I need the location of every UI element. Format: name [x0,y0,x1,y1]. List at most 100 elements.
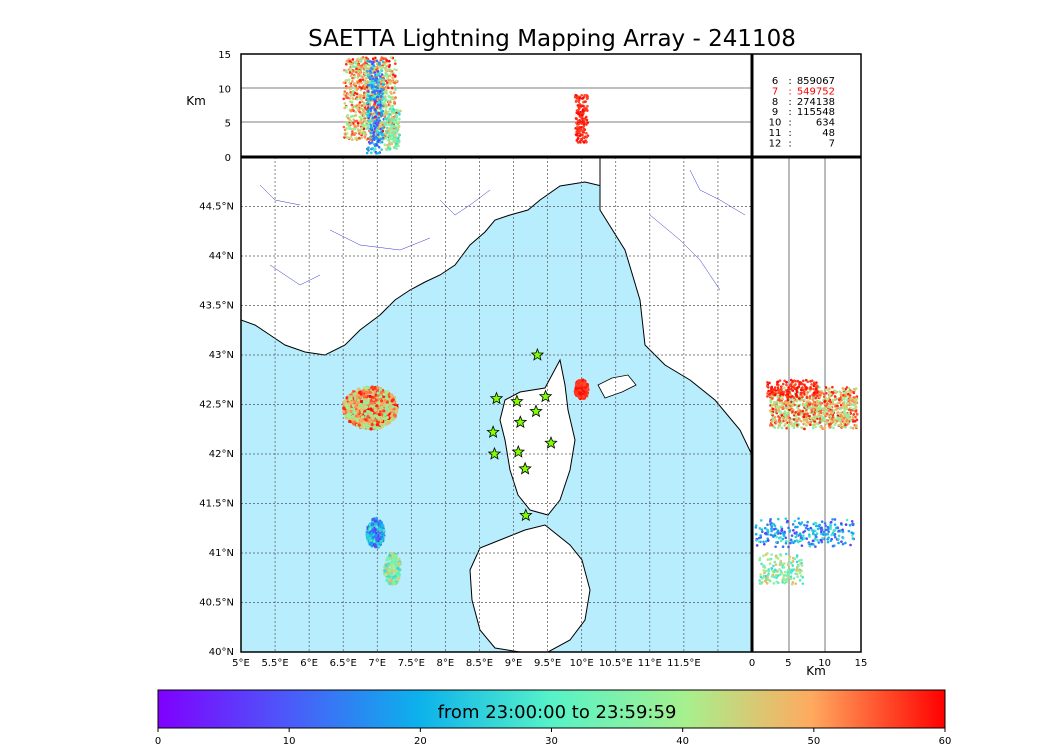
lightning-source-point [366,426,370,430]
lightning-altitude-point [346,96,350,100]
lightning-altitude-point [829,521,833,524]
lightning-altitude-point [364,72,367,76]
lightning-source-point [379,399,384,403]
lightning-altitude-point [791,403,794,407]
lightning-altitude-point [767,389,770,393]
lightning-altitude-point [585,123,588,126]
lightning-altitude-point [786,414,790,418]
lightning-altitude-point [819,401,822,405]
lightning-altitude-point [362,75,365,78]
lightning-altitude-point [375,74,379,77]
lightning-altitude-point [843,425,847,429]
station-star-icon [511,444,526,458]
lightning-source-point [384,572,388,577]
lightning-altitude-point [365,108,368,111]
lightning-altitude-point [351,138,354,141]
lightning-altitude-point [370,84,374,87]
lightning-altitude-point [346,93,350,96]
lightning-source-point [376,391,380,395]
lightning-altitude-point [783,386,786,390]
lightning-altitude-point [379,103,382,107]
lightning-altitude-point [828,387,831,390]
lightning-altitude-point [385,126,389,130]
lightning-altitude-point [841,536,845,540]
lightning-altitude-point [823,402,827,406]
lightning-altitude-point [390,86,394,90]
lightning-source-point [365,401,369,405]
lightning-altitude-point [851,534,854,537]
lightning-altitude-point [781,545,785,549]
lightning-source-point [394,554,398,558]
lightning-altitude-point [829,415,833,418]
lightning-altitude-point [351,130,354,133]
legend-station-number: 12 [769,138,782,149]
lightning-altitude-point [393,85,397,89]
lightning-altitude-point [391,134,395,137]
lightning-altitude-point [394,138,398,142]
legend-source-count: 274138 [797,97,835,108]
lightning-source-point [352,399,357,404]
lightning-altitude-point [848,416,851,420]
lightning-altitude-point [839,420,843,424]
map-x-tick-label: 5.5°E [261,658,288,669]
lightning-altitude-point [366,114,370,117]
lightning-altitude-point [771,420,774,423]
frame-border [240,53,862,653]
lightning-altitude-point [787,526,790,530]
lightning-altitude-point [771,392,775,396]
lightning-source-point [369,534,373,538]
lightning-altitude-point [779,561,782,565]
lightning-altitude-point [784,541,788,545]
lightning-altitude-point [393,74,397,78]
lightning-altitude-point [377,145,381,149]
lightning-altitude-point [807,528,811,532]
lightning-altitude-point [798,579,802,582]
lightning-altitude-point [826,397,830,401]
lightning-altitude-point [770,567,773,570]
lightning-altitude-point [824,386,828,389]
lightning-source-point [355,394,359,398]
map-x-tick-label: 11°E [638,658,662,669]
lightning-altitude-point [771,407,775,411]
lightning-altitude-point [838,411,842,415]
lightning-altitude-point [364,66,367,70]
map-y-tick-label: 40.5°N [199,598,234,609]
lightning-altitude-point [836,416,839,419]
lightning-altitude-point [379,141,382,144]
lightning-altitude-point [770,575,774,578]
lightning-source-point [583,385,588,390]
lightning-altitude-point [348,125,351,128]
lightning-altitude-point [378,119,381,122]
lightning-altitude-point [372,85,376,89]
lightning-altitude-point [357,132,361,135]
lightning-altitude-point [353,75,357,78]
lightning-altitude-point [379,132,382,136]
lightning-altitude-point [376,133,380,137]
colorbar-label: from 23:00:00 to 23:59:59 [438,702,677,723]
lightning-altitude-point [795,417,799,421]
lightning-altitude-point [798,381,801,385]
lightning-altitude-point [829,539,833,543]
lightning-altitude-point [836,414,840,417]
lightning-altitude-point [393,146,397,150]
lightning-altitude-point [814,396,818,400]
lightning-source-point [365,405,369,409]
lightning-altitude-point [353,124,356,127]
lightning-altitude-point [837,537,840,541]
lightning-altitude-point [849,419,853,422]
lightning-source-point [387,421,391,425]
lightning-altitude-point [378,71,382,75]
lightning-altitude-point [585,135,589,139]
lightning-altitude-point [793,539,797,543]
lightning-altitude-point [797,569,800,572]
lightning-source-point [392,581,396,585]
map-x-tick-label: 5°E [232,658,250,669]
lightning-altitude-point [350,72,354,76]
lightning-altitude-point [766,552,769,555]
lightning-altitude-point [776,426,780,429]
lightning-altitude-point [360,126,364,130]
lightning-altitude-point [349,115,353,118]
lightning-altitude-point [817,524,821,527]
lightning-altitude-point [823,426,827,429]
lightning-altitude-point [799,574,803,578]
